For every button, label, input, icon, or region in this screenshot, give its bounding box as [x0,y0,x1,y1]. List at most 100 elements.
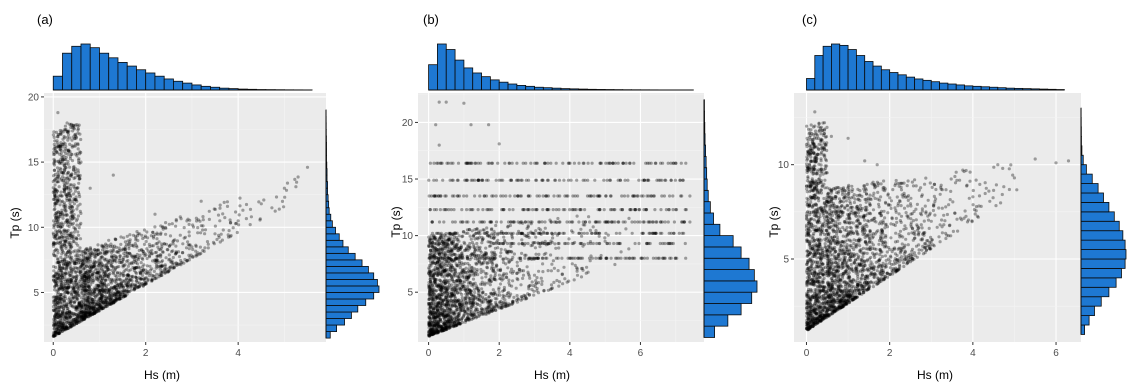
scatter-point [124,243,129,247]
scatter-point [637,208,642,212]
scatter-point [126,273,130,277]
scatter-point [72,323,76,327]
scatter-point [85,269,89,273]
scatter-point [101,301,106,305]
scatter-point [111,244,115,248]
scatter-point [91,291,96,295]
scatter-point [523,241,527,246]
scatter-point [653,208,657,212]
scatter-point [219,232,223,236]
scatter-point [92,262,96,266]
scatter-point [61,216,65,220]
scatter-point [95,271,99,275]
scatter-point [104,298,108,302]
scatter-point [65,320,69,324]
scatter-point [498,269,502,273]
scatter-point [114,292,118,296]
scatter-point [74,308,78,312]
scatter-point [53,274,57,279]
scatter-point [74,270,78,274]
scatter-point [124,276,129,280]
scatter-point [65,194,69,198]
scatter-point [526,208,530,212]
scatter-point [280,199,285,203]
scatter-point [85,275,89,279]
scatter-point [89,306,93,310]
scatter-point [76,248,80,252]
scatter-point [60,161,64,165]
scatter-point [74,270,78,274]
scatter-point [507,208,511,212]
scatter-point [123,290,127,294]
scatter-point [117,297,122,301]
scatter-point [583,220,588,224]
scatter-point [67,321,71,326]
scatter-point [461,280,465,284]
scatter-point [571,208,575,212]
scatter-point [137,248,141,253]
scatter-point [66,149,70,153]
scatter-point [68,274,72,278]
scatter-point [523,220,528,224]
hs-histogram-bar [126,65,137,91]
scatter-point [111,265,115,269]
scatter-point [148,264,152,268]
scatter-point [530,280,534,284]
scatter-point [115,296,120,300]
scatter-point [106,303,110,307]
scatter-point [489,274,493,278]
scatter-point [60,279,64,283]
scatter-point [642,256,647,260]
scatter-point [66,130,70,135]
scatter-point [653,161,658,165]
scatter-point [540,279,544,283]
scatter-point [67,148,71,152]
scatter-point [56,301,60,305]
scatter-point [110,300,114,304]
scatter-point [75,237,79,241]
scatter-point [62,291,66,296]
scatter-point [93,306,97,310]
tp-histogram-bar [325,226,336,235]
scatter-point [87,250,91,254]
scatter-point [277,207,281,211]
scatter-point [533,285,538,289]
scatter-point [541,270,545,274]
scatter-point [61,130,65,134]
scatter-point [119,260,123,265]
scatter-point [93,268,98,272]
scatter-point [546,269,550,273]
scatter-point [174,218,178,222]
scatter-point [114,286,118,290]
hs-histogram-bar [108,57,119,91]
scatter-point [110,279,114,283]
scatter-point [648,231,652,235]
scatter-point [118,297,122,301]
scatter-point [619,250,623,254]
scatter-point [624,161,628,165]
scatter-point [72,311,76,316]
scatter-point [609,194,613,198]
scatter-point [63,325,67,329]
scatter-point [556,241,560,246]
scatter-point [53,318,57,322]
scatter-point [73,275,78,279]
scatter-point [130,282,135,286]
scatter-point [103,282,107,286]
scatter-point [104,291,108,295]
scatter-point [238,196,242,200]
scatter-point [71,294,75,298]
scatter-point [447,231,451,235]
scatter-point [116,291,120,295]
scatter-point [501,178,505,182]
scatter-point [128,233,132,237]
scatter-point [63,220,67,224]
scatter-point [94,271,99,275]
scatter-point [70,276,75,280]
scatter-point [471,220,476,224]
scatter-point [54,280,58,284]
scatter-point [490,161,494,165]
scatter-point [508,223,512,228]
scatter-point [644,161,648,165]
scatter-point [99,305,103,309]
